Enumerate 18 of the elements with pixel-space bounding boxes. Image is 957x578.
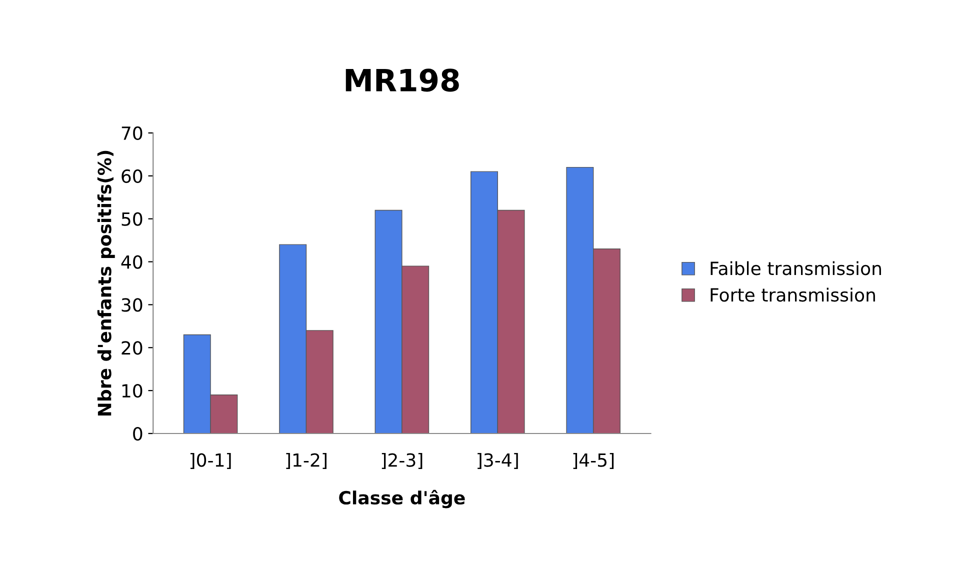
y-tick-label: 10 — [122, 384, 142, 398]
y-axis-title: Nbre d'enfants positifs(%) — [97, 150, 115, 416]
y-tick-label: 40 — [121, 255, 142, 269]
x-tick-label: ]3-4] — [478, 452, 518, 470]
y-tick-label: 60 — [122, 169, 142, 183]
chart-title: MR198 — [346, 68, 459, 92]
x-tick-label: ]2-3] — [382, 452, 422, 470]
x-tick-label: ]4-5] — [573, 452, 614, 470]
legend-label: Forte transmission — [710, 288, 875, 302]
x-tick-label: ]1-2] — [286, 452, 326, 470]
y-tick-label: 0 — [133, 426, 142, 441]
y-tick-label: 20 — [122, 341, 142, 355]
y-tick-label: 70 — [122, 126, 142, 140]
x-axis-title: Classe d'âge — [339, 490, 465, 508]
x-tick-label: ]0-1] — [190, 452, 231, 470]
y-tick-label: 50 — [122, 212, 142, 226]
legend-label: Faible transmission — [710, 261, 881, 276]
y-tick-label: 30 — [122, 298, 142, 312]
